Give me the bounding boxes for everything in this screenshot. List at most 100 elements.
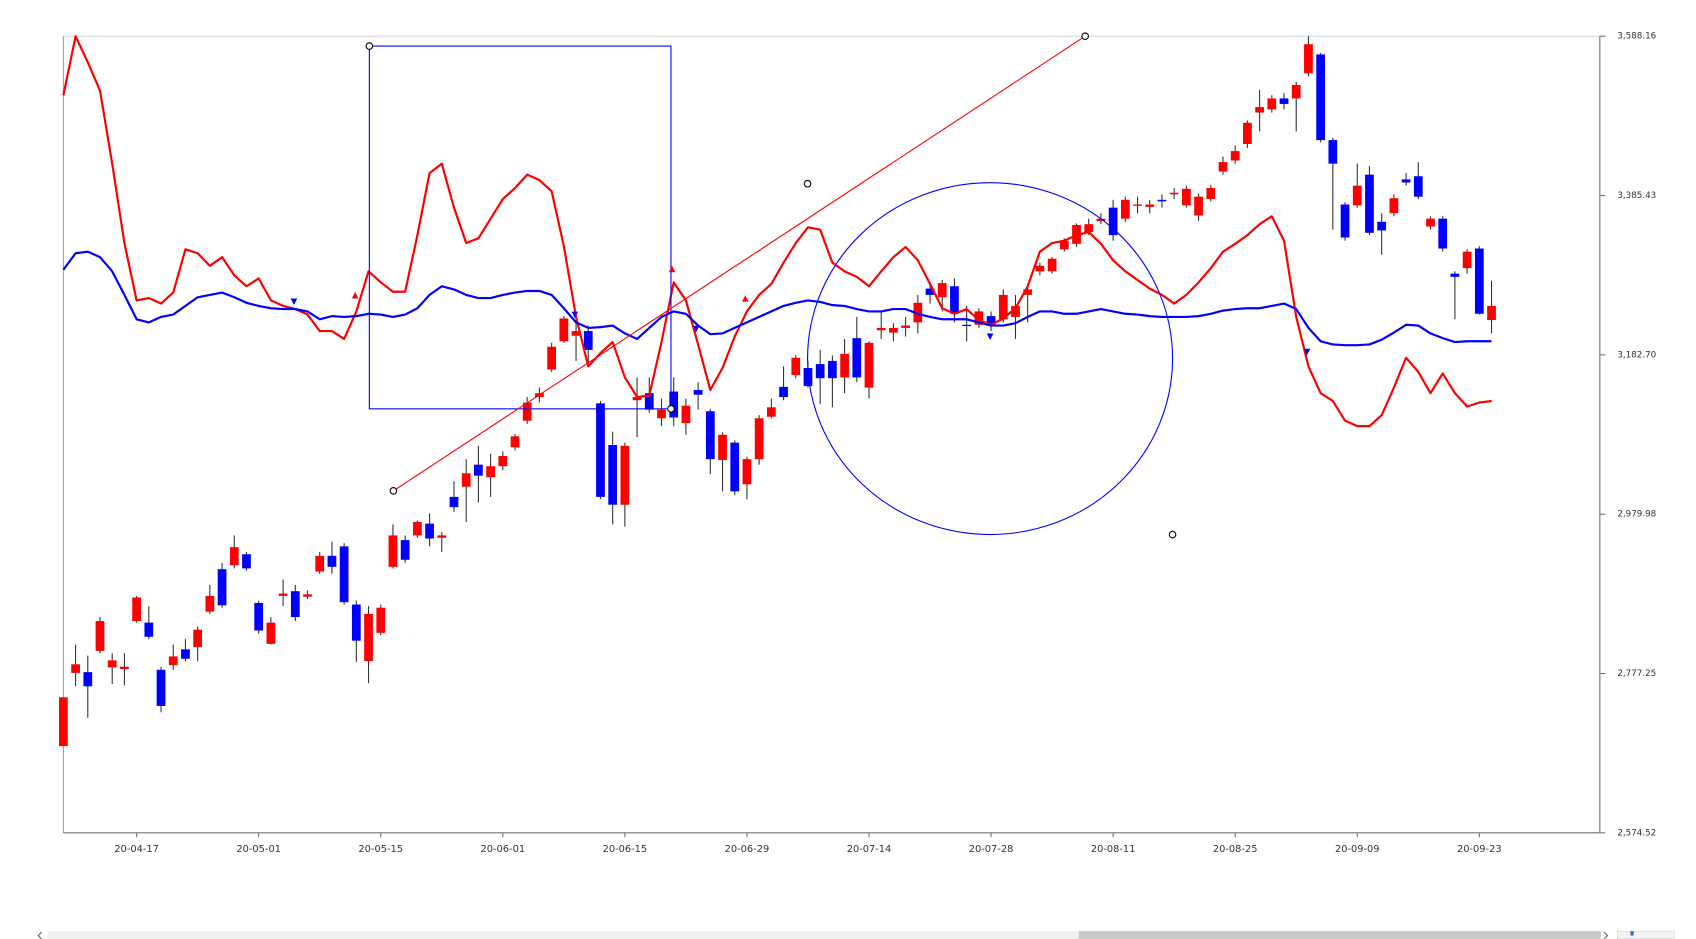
candle-body	[168, 656, 178, 666]
scroll-thumb[interactable]	[1078, 931, 1601, 939]
drawn-trend-line[interactable]	[393, 35, 1086, 492]
candle-body	[754, 418, 764, 460]
candle-body	[681, 405, 691, 424]
y-tick-label: 3,588.16	[1617, 32, 1656, 42]
drawing-handle[interactable]	[365, 42, 374, 50]
candle-body	[657, 409, 666, 419]
candle-body	[974, 311, 984, 325]
candle-body	[254, 602, 264, 631]
candle-body	[571, 331, 581, 336]
candle-body	[1169, 192, 1179, 195]
candle-body	[1377, 221, 1387, 231]
y-tick-label: 2,979.98	[1617, 510, 1656, 520]
candle-body	[1181, 188, 1191, 206]
candle-body	[1487, 305, 1496, 321]
candle-body	[242, 554, 251, 569]
candle-body	[828, 360, 837, 379]
drawing-handle[interactable]	[803, 179, 812, 188]
candle-body	[412, 522, 422, 536]
drawn-ellipse[interactable]	[807, 182, 1174, 536]
candle-body	[1120, 199, 1130, 219]
candle-body	[59, 697, 68, 747]
candle-body	[1035, 265, 1045, 272]
candle-body	[83, 672, 93, 687]
candle-body	[1206, 188, 1216, 200]
candle-body	[461, 473, 471, 487]
candle-body	[913, 302, 923, 323]
drawing-handle[interactable]	[389, 486, 398, 495]
candle-body	[425, 523, 434, 539]
candle-body	[815, 364, 825, 379]
buy-signal	[351, 291, 359, 299]
candle-body	[693, 390, 703, 395]
candle-body	[315, 555, 325, 572]
candle-body	[181, 649, 190, 659]
scrollbar[interactable]	[37, 930, 1675, 939]
candle-body	[937, 283, 947, 298]
x-tick-label: 20-09-23	[1457, 844, 1502, 855]
candle-body	[449, 496, 459, 508]
candle-body	[1267, 98, 1277, 110]
candle-body	[144, 622, 154, 637]
x-tick-label: 20-06-01	[480, 844, 525, 855]
x-tick-label: 20-08-25	[1213, 844, 1258, 855]
y-tick-label: 2,777.25	[1617, 669, 1656, 679]
candle-body	[486, 466, 495, 478]
candle-body	[303, 594, 312, 597]
drawing-handle[interactable]	[667, 405, 675, 413]
candle-body	[1462, 251, 1472, 269]
candle-body	[510, 436, 520, 448]
candle-body	[1352, 185, 1362, 206]
scroll-track[interactable]	[48, 931, 1600, 939]
buy-signal	[742, 295, 749, 302]
candle-body	[1194, 196, 1203, 216]
drawing-handle[interactable]	[1081, 32, 1089, 41]
y-tick-label: 2,574.52	[1617, 828, 1656, 838]
zoom-control[interactable]	[1617, 930, 1675, 939]
candle-body	[1096, 218, 1106, 222]
candle-body	[290, 591, 300, 618]
candle-body	[1328, 140, 1338, 164]
candle-body	[327, 555, 337, 567]
x-tick-label: 20-07-28	[969, 844, 1014, 855]
sell-signal	[986, 333, 994, 341]
x-tick-label: 20-06-29	[725, 844, 770, 855]
drawings	[365, 32, 1177, 539]
candle-body	[364, 613, 373, 662]
candle-body	[474, 464, 483, 476]
candle-body	[632, 397, 642, 401]
candle-body	[1413, 176, 1423, 197]
scroll-left-button[interactable]	[37, 931, 42, 939]
y-tick-label: 3,182.70	[1617, 350, 1656, 360]
candle-body	[1047, 258, 1057, 272]
candle-body	[889, 327, 898, 333]
candle-body	[705, 411, 715, 460]
candle-body	[742, 459, 752, 485]
candle-body	[1450, 273, 1460, 277]
sell-signal	[290, 298, 298, 306]
candle-body	[1011, 305, 1020, 317]
candle-body	[864, 342, 874, 388]
candle-body	[217, 569, 227, 606]
candle-body	[1023, 289, 1033, 295]
x-tick-label: 20-07-14	[847, 844, 892, 855]
zoom-handle[interactable]	[1630, 931, 1634, 936]
drawn-rectangle[interactable]	[368, 45, 672, 410]
candle-body	[1145, 204, 1155, 207]
drawing-handle[interactable]	[1168, 530, 1177, 539]
x-tick-label: 20-06-15	[603, 844, 648, 855]
candle-body	[998, 294, 1008, 320]
candle-body	[547, 346, 557, 370]
x-tick-label: 20-08-11	[1091, 844, 1136, 855]
candle-body	[766, 407, 776, 417]
scroll-right-button[interactable]	[1603, 931, 1609, 939]
candle-body	[583, 331, 593, 350]
buy-signal	[668, 265, 676, 273]
candle-body	[193, 629, 203, 647]
candle-body	[718, 434, 727, 460]
candle-body	[229, 547, 239, 566]
candle-body	[1279, 98, 1289, 104]
y-tick-label: 3,385.43	[1617, 191, 1656, 201]
